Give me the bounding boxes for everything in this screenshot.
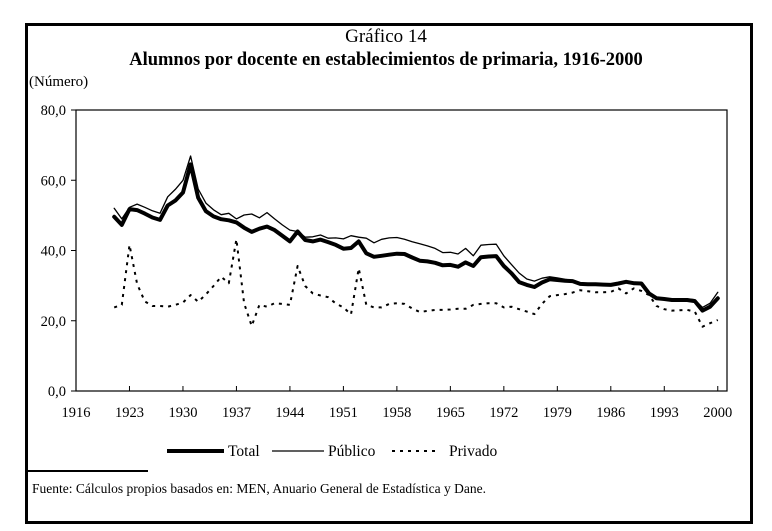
x-tick-label: 1958 [382,405,411,421]
plot-area [75,109,728,392]
series-line-total [112,162,720,313]
x-axis: 1916 1923 1930 1937 1944 1951 1958 1965 1972 1979… [62,386,732,421]
x-tick-label: 1993 [650,405,679,421]
x-tick-label: 1986 [596,405,625,421]
x-tick-label: 1979 [543,405,572,421]
y-axis: 0,0 20,0 40,0 60,0 80,0 [41,103,76,400]
legend: Total Público Privado [167,443,497,460]
series-group [112,155,720,328]
y-tick-label: 80,0 [41,103,66,119]
legend-label-publico: Público [328,443,376,460]
x-tick-label: 1972 [489,405,518,421]
legend-label-privado: Privado [449,443,497,460]
chart-number: Gráfico 14 [345,26,427,47]
chart-frame [25,23,753,524]
x-tick-label: 1965 [436,405,465,421]
x-tick-label: 1937 [222,405,251,421]
x-tick-label: 1916 [62,405,91,421]
x-tick-label: 2000 [703,405,732,421]
source-note: Fuente: Cálculos propios basados en: MEN… [32,481,487,496]
legend-label-total: Total [228,443,260,460]
y-tick-label: 20,0 [41,314,66,330]
y-axis-unit-label: (Número) [29,74,89,90]
y-tick-label: 0,0 [48,384,66,400]
x-tick-label: 1923 [115,405,144,421]
source-divider [27,470,148,472]
x-tick-label: 1951 [329,405,358,421]
x-tick-label: 1930 [168,405,197,421]
series-line-publico [113,155,719,309]
chart-title: Alumnos por docente en establecimientos … [129,50,643,70]
y-tick-label: 40,0 [41,244,66,260]
y-tick-label: 60,0 [41,173,66,189]
x-tick-label: 1944 [275,405,305,421]
